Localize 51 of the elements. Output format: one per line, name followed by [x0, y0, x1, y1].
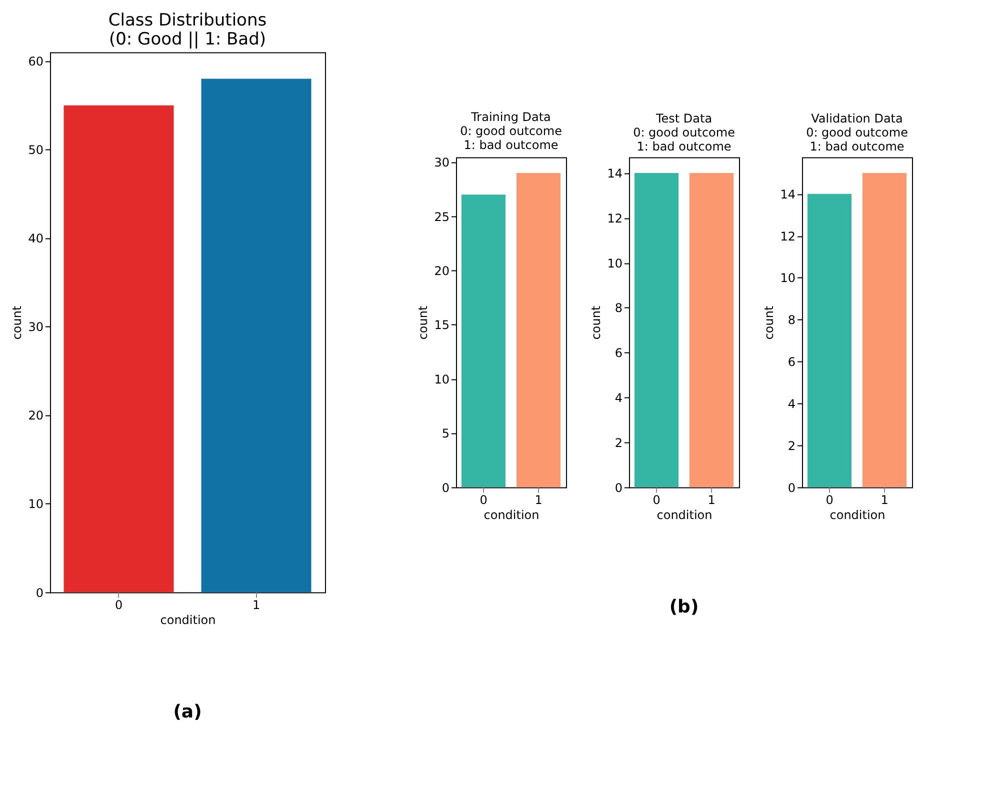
- x-axis-title: condition: [484, 508, 540, 522]
- y-tick-label: 2: [614, 436, 622, 450]
- x-tick-label: 1: [534, 492, 542, 507]
- y-tick-label: 0: [442, 480, 450, 495]
- y-axis-title: count: [762, 306, 776, 340]
- y-tick-label: 4: [614, 390, 622, 405]
- y-tick-label: 15: [434, 318, 450, 332]
- x-tick-label: 1: [708, 492, 716, 507]
- y-axis-title: count: [589, 306, 604, 340]
- y-tick-label: 20: [28, 408, 44, 423]
- y-tick-label: 5: [442, 426, 450, 441]
- y-tick-label: 20: [434, 264, 450, 278]
- y-tick-label: 60: [28, 54, 44, 69]
- chart-title: Validation Data 0: good outcome 1: bad outcome: [806, 111, 908, 154]
- y-tick-label: 8: [788, 313, 796, 328]
- x-axis-title: condition: [160, 612, 216, 627]
- y-tick-label: 8: [614, 301, 622, 316]
- y-tick-label: 30: [434, 156, 450, 170]
- y-tick-label: 0: [36, 586, 44, 600]
- y-axis-title: count: [10, 306, 24, 340]
- y-tick-label: 12: [607, 211, 622, 226]
- y-tick-label: 2: [788, 438, 796, 453]
- chart-title: Test Data 0: good outcome 1: bad outcome: [633, 111, 735, 154]
- y-tick-label: 10: [607, 256, 622, 270]
- y-tick-label: 14: [780, 187, 796, 202]
- chart-title: Class Distributions (0: Good || 1: Bad): [108, 10, 267, 50]
- x-tick-label: 0: [652, 492, 660, 507]
- y-axis-title: count: [416, 306, 430, 340]
- y-tick-label: 40: [28, 232, 44, 246]
- y-tick-label: 14: [607, 166, 622, 180]
- y-tick-label: 6: [788, 355, 796, 370]
- text: (b): [669, 596, 699, 618]
- x-axis-title: condition: [656, 508, 712, 522]
- x-tick-label: 1: [880, 492, 888, 507]
- y-tick-label: 6: [614, 346, 622, 360]
- chart-title: Training Data 0: good outcome 1: bad outcome: [460, 110, 562, 152]
- x-tick-label: 1: [252, 598, 260, 612]
- y-tick-label: 10: [780, 271, 796, 286]
- y-tick-label: 10: [28, 497, 44, 512]
- y-tick-label: 0: [614, 480, 622, 495]
- y-tick-label: 30: [28, 320, 44, 334]
- x-tick-label: 0: [480, 492, 488, 507]
- y-tick-label: 50: [28, 143, 44, 158]
- y-tick-label: 10: [434, 372, 450, 386]
- text: (a): [173, 701, 202, 722]
- y-tick-label: 25: [434, 210, 450, 224]
- y-tick-label: 4: [788, 396, 796, 411]
- x-tick-label: 0: [826, 492, 834, 507]
- y-tick-label: 12: [780, 229, 796, 244]
- y-tick-label: 0: [788, 480, 796, 495]
- x-axis-title: condition: [830, 508, 886, 522]
